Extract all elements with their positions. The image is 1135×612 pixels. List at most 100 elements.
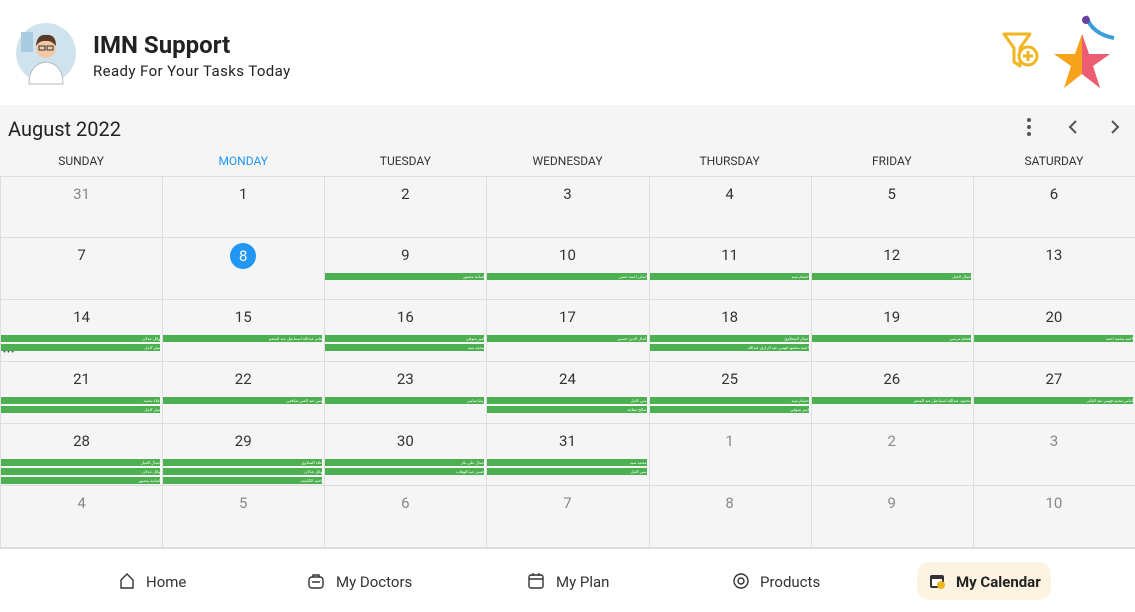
event-bar[interactable]: صالح سلامة	[487, 406, 647, 413]
day-cell[interactable]: 29	[162, 424, 326, 486]
day-cell[interactable]: 1	[162, 176, 326, 238]
day-cell[interactable]: 9	[324, 238, 488, 300]
event-bar[interactable]: هانم عبدالله اسماعيل عبد المنعم	[163, 335, 323, 342]
event-bar[interactable]: علاء محمد	[1, 397, 161, 404]
day-cell[interactable]: 13	[972, 238, 1135, 300]
day-cell[interactable]: 10	[486, 238, 650, 300]
event-bar[interactable]: مني عبد الغني شافعي	[163, 397, 323, 404]
day-cell[interactable]: 4	[648, 176, 812, 238]
day-cell[interactable]: 7	[486, 486, 650, 548]
event-bar[interactable]: نبيل كامل	[1, 344, 161, 351]
day-number: 19	[883, 308, 901, 326]
day-cell[interactable]: 1	[648, 424, 812, 486]
day-cell[interactable]: 26	[810, 362, 974, 424]
event-bar[interactable]: امير شوقي	[325, 335, 485, 342]
more-indicator[interactable]: •••	[3, 348, 16, 358]
day-cell[interactable]: 21	[0, 362, 164, 424]
day-cell[interactable]: 23	[324, 362, 488, 424]
day-cell[interactable]: 2	[324, 176, 488, 238]
day-cell[interactable]: 8	[648, 486, 812, 548]
event-bar[interactable]: حسام سيد	[649, 397, 809, 404]
day-cell[interactable]: 4	[0, 486, 164, 548]
day-cell[interactable]: 3	[486, 176, 650, 238]
day-cell[interactable]: 14	[0, 300, 164, 362]
day-cell[interactable]: 16	[324, 300, 488, 362]
day-cell[interactable]: 10	[972, 486, 1135, 548]
filter-add-icon[interactable]	[1000, 30, 1040, 74]
event-bar[interactable]: مني كامل	[487, 397, 647, 404]
day-number: 31	[559, 432, 576, 450]
nav-icon	[930, 575, 945, 589]
day-cell[interactable]: 7	[0, 238, 164, 300]
event-bar[interactable]: محمد سيد	[325, 344, 485, 351]
day-cell[interactable]: 12	[810, 238, 974, 300]
day-cell[interactable]: 5	[162, 486, 326, 548]
weekday-label: THURSDAY	[699, 154, 760, 168]
event-bar[interactable]: اماني محمد فهمي عبد القادر	[973, 397, 1133, 404]
event-bar[interactable]: احمد محمود فهمي عبد الرازق عبدالله	[649, 344, 809, 351]
event-bar[interactable]: كمال الدين حسين	[487, 335, 647, 342]
day-cell[interactable]: 27	[972, 362, 1135, 424]
calendar-controls[interactable]	[1018, 116, 1128, 138]
event-bar[interactable]: رشا سامي	[325, 397, 485, 404]
event-bar[interactable]: محمد سيد	[487, 459, 647, 466]
day-cell[interactable]: 8	[162, 238, 326, 300]
event-bar[interactable]: اسامة منصور	[325, 273, 485, 280]
day-number: 8	[725, 494, 734, 512]
day-cell[interactable]: 28	[0, 424, 164, 486]
day-cell[interactable]: 6	[324, 486, 488, 548]
day-cell[interactable]: 5	[810, 176, 974, 238]
day-number: 14	[73, 308, 90, 326]
day-cell[interactable]: 2	[810, 424, 974, 486]
day-cell[interactable]: 3	[972, 424, 1135, 486]
event-bar[interactable]: مني كامل	[487, 468, 647, 475]
event-bar[interactable]: علاء السلاوي	[163, 459, 323, 466]
logo	[1054, 15, 1115, 88]
day-cell[interactable]: 19	[810, 300, 974, 362]
day-number: 7	[77, 246, 86, 264]
event-bar[interactable]: ايمان احمد حسن	[487, 273, 647, 280]
day-number: 15	[234, 308, 252, 326]
day-cell[interactable]: 31	[486, 424, 650, 486]
day-cell[interactable]: 18	[648, 300, 812, 362]
event-bar[interactable]: محمود عبدالله اسماعيل عبد المنعم	[811, 397, 971, 404]
nav-item[interactable]: My Doctors	[336, 573, 413, 591]
event-bar[interactable]: اسامة منصور	[1, 477, 161, 484]
event-bar[interactable]: وائل عدلان	[163, 468, 323, 475]
nav-item[interactable]: Home	[146, 573, 187, 591]
day-number: 4	[725, 185, 734, 203]
event-bar[interactable]: حسام سيد	[649, 273, 809, 280]
event-bar[interactable]: احمد محمد احمد	[973, 335, 1133, 342]
event-bar[interactable]: هشام مرسي	[811, 335, 971, 342]
event-bar[interactable]: جمال المحلاوي	[649, 335, 809, 342]
weekday-label: FRIDAY	[872, 154, 912, 168]
weekday-label: MONDAY	[218, 154, 268, 168]
day-cell[interactable]: 25	[648, 362, 812, 424]
event-bar[interactable]: امير شوقي	[649, 406, 809, 413]
day-cell[interactable]: 6	[972, 176, 1135, 238]
event-bar[interactable]: وائل عدلان	[1, 468, 161, 475]
day-number: 10	[1045, 494, 1063, 512]
event-bar[interactable]: وائل عدلان	[1, 335, 161, 342]
day-cell[interactable]: 11	[648, 238, 812, 300]
nav-item[interactable]: Products	[760, 573, 821, 591]
nav-item[interactable]: My Plan	[556, 573, 610, 591]
day-cell[interactable]: 20	[972, 300, 1135, 362]
event-bar[interactable]: حسن عبد الوهاب	[325, 468, 485, 475]
event-bar[interactable]: جمال الجيار	[811, 273, 971, 280]
day-cell[interactable]: 9	[810, 486, 974, 548]
day-cell[interactable]: 22	[162, 362, 326, 424]
day-cell[interactable]: 24	[486, 362, 650, 424]
event-bar[interactable]: جمال الجيار	[1, 459, 161, 466]
day-cell[interactable]: 30	[324, 424, 488, 486]
day-cell[interactable]: 31	[0, 176, 164, 238]
event-bar[interactable]: احمد الكاشف	[163, 477, 323, 484]
day-number: 9	[401, 246, 410, 264]
event-bar[interactable]: جمال علي بكر	[325, 459, 485, 466]
event-bar[interactable]: نبيل كامل	[1, 406, 161, 413]
day-cell[interactable]: 17	[486, 300, 650, 362]
nav-item[interactable]: My Calendar	[956, 573, 1041, 591]
app-title: IMN Support	[93, 31, 231, 59]
weekday-label: SATURDAY	[1024, 154, 1084, 168]
day-cell[interactable]: 15	[162, 300, 326, 362]
